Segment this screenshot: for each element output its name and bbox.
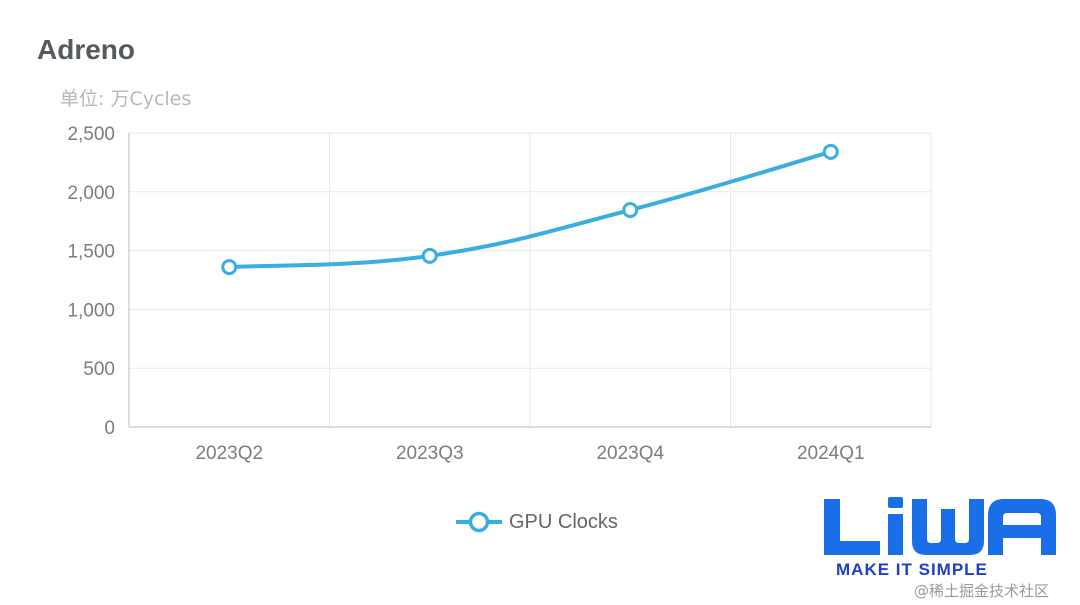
y-tick-label: 1,000 (67, 300, 115, 321)
x-tick-label: 2023Q4 (596, 443, 664, 464)
liwa-logo (824, 497, 1056, 555)
x-tick-label: 2024Q1 (797, 443, 865, 464)
y-tick-label: 2,500 (67, 124, 115, 145)
x-tick-label: 2023Q3 (396, 443, 464, 464)
chart-unit-label: 单位: 万Cycles (60, 88, 192, 110)
legend[interactable]: GPU Clocks (456, 508, 618, 536)
y-tick-label: 500 (83, 359, 115, 380)
y-tick-label: 1,500 (67, 242, 115, 263)
logo-tagline: MAKE IT SIMPLE (836, 560, 988, 579)
axes (128, 133, 931, 428)
data-point (622, 202, 639, 219)
data-point (421, 247, 438, 264)
y-tick-label: 0 (104, 418, 115, 439)
series-line (227, 149, 833, 270)
grid-lines (129, 132, 932, 427)
legend-label: GPU Clocks (509, 510, 618, 533)
chart-title: Adreno (37, 34, 135, 65)
data-point (221, 259, 238, 276)
watermark: @稀土掘金技术社区 (914, 582, 1050, 600)
legend-line-icon (456, 511, 502, 533)
series-gpu-clocks (221, 143, 839, 276)
y-tick-label: 2,000 (67, 183, 115, 204)
data-point (822, 143, 839, 160)
x-tick-label: 2023Q2 (195, 443, 263, 464)
tick-labels: 0 500 1,000 1,500 2,000 2,500 2023Q2 2023Q3 2023… (67, 124, 864, 464)
